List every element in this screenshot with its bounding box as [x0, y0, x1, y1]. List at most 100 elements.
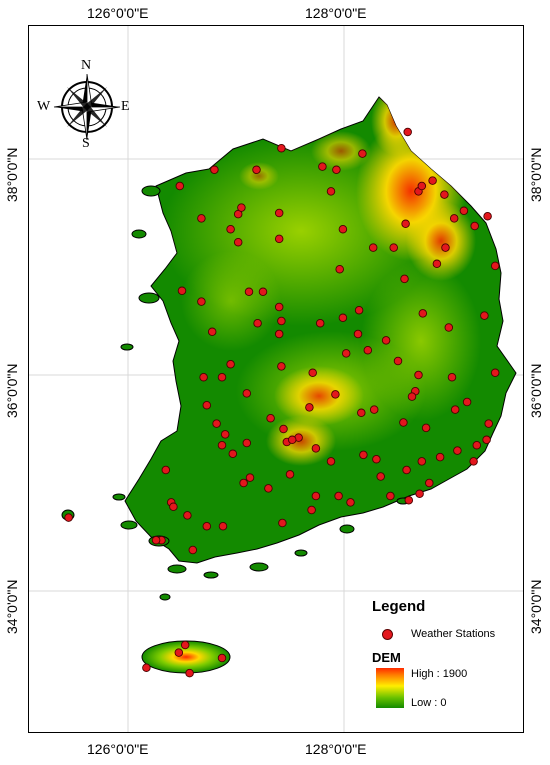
weather-station-121 [142, 663, 151, 672]
weather-station-109 [386, 491, 395, 501]
weather-station-107 [334, 491, 343, 501]
latitude-label-36: 36°0'0"N [4, 363, 20, 419]
dem-map [29, 26, 523, 732]
weather-station-23 [440, 190, 449, 199]
legend-station-symbol [382, 629, 393, 640]
longitude-label-126: 126°0'0"E [87, 5, 149, 21]
weather-station-84 [311, 444, 321, 453]
weather-station-19 [401, 219, 410, 229]
weather-station-28 [490, 261, 500, 271]
legend-title: Legend [372, 598, 426, 615]
weather-station-114 [188, 545, 198, 555]
weather-station-99 [218, 521, 228, 531]
weather-station-48 [418, 309, 428, 318]
weather-station-72 [450, 405, 460, 414]
legend-low-label: Low : 0 [411, 697, 447, 709]
weather-station-3 [277, 143, 286, 153]
weather-station-15 [326, 187, 336, 196]
weather-station-113 [202, 521, 212, 531]
weather-station-32 [197, 297, 206, 306]
weather-station-94 [469, 457, 478, 466]
weather-station-52 [226, 359, 235, 369]
weather-station-57 [341, 349, 351, 358]
weather-station-18 [389, 243, 398, 252]
weather-station-77 [212, 419, 221, 428]
weather-station-8 [197, 214, 206, 223]
weather-station-102 [264, 484, 273, 493]
weather-station-54 [242, 389, 252, 398]
compass-south: S [82, 136, 90, 151]
weather-station-30 [470, 221, 479, 231]
weather-station-37 [253, 318, 262, 328]
legend-dem-ramp [376, 668, 404, 708]
weather-station-79 [220, 430, 230, 439]
weather-station-117 [169, 502, 178, 512]
weather-station-76 [202, 400, 212, 410]
weather-station-40 [315, 318, 325, 328]
weather-station-44 [353, 329, 363, 339]
weather-station-43 [354, 305, 364, 315]
weather-station-111 [415, 489, 424, 499]
weather-station-112 [425, 478, 434, 488]
weather-station-98 [183, 511, 192, 520]
weather-station-87 [372, 454, 381, 464]
weather-station-88 [376, 472, 385, 481]
weather-station-119 [180, 640, 190, 650]
weather-station-56 [308, 368, 317, 378]
weather-station-27 [432, 259, 442, 269]
weather-station-16 [338, 224, 348, 234]
weather-station-35 [258, 287, 268, 297]
weather-station-25 [449, 214, 459, 223]
weather-station-110 [404, 496, 414, 505]
weather-station-4 [318, 162, 327, 171]
weather-station-59 [414, 370, 423, 380]
weather-station-31 [177, 286, 187, 296]
weather-station-51 [490, 368, 500, 378]
weather-station-33 [207, 327, 217, 337]
weather-station-34 [244, 287, 254, 297]
longitude-label-128-bottom: 128°0'0"E [305, 741, 367, 757]
weather-station-78 [217, 440, 227, 450]
weather-station-70 [399, 418, 408, 427]
weather-station-22 [428, 176, 437, 185]
compass-north: N [81, 58, 92, 73]
weather-station-17 [368, 243, 378, 252]
weather-station-104 [285, 470, 295, 479]
weather-station-118 [64, 513, 73, 522]
weather-station-100 [228, 449, 238, 459]
weather-station-71 [421, 423, 431, 433]
weather-station-21 [417, 181, 427, 191]
weather-stations [64, 127, 500, 678]
weather-station-38 [274, 329, 284, 339]
weather-station-45 [363, 345, 373, 355]
weather-station-53 [217, 372, 227, 382]
weather-station-122 [185, 668, 194, 678]
latitude-label-34-right: 34°0'0"N [528, 579, 544, 635]
weather-station-62 [407, 392, 417, 401]
legend-station-label: Weather Stations [411, 628, 496, 640]
weather-station-123 [174, 648, 184, 657]
weather-station-2 [252, 165, 261, 175]
weather-station-108 [346, 498, 355, 507]
weather-station-41 [335, 264, 344, 274]
weather-station-69 [369, 405, 379, 414]
weather-station-85 [326, 457, 336, 466]
weather-station-49 [444, 323, 454, 332]
weather-station-46 [393, 356, 403, 366]
compass-west: W [37, 99, 51, 114]
weather-station-5 [332, 165, 341, 175]
weather-station-116 [151, 535, 161, 545]
weather-station-11 [237, 203, 246, 212]
latitude-label-38-right: 38°0'0"N [528, 147, 544, 203]
weather-station-90 [417, 457, 427, 466]
weather-station-92 [453, 446, 462, 455]
weather-station-81 [245, 473, 255, 482]
weather-station-103 [278, 518, 287, 528]
weather-station-63 [266, 413, 275, 423]
weather-station-83 [287, 435, 297, 445]
weather-station-58 [381, 336, 391, 345]
latitude-label-34: 34°0'0"N [4, 579, 20, 635]
weather-station-9 [226, 224, 235, 234]
compass-east: E [121, 99, 130, 114]
weather-station-55 [277, 362, 286, 371]
